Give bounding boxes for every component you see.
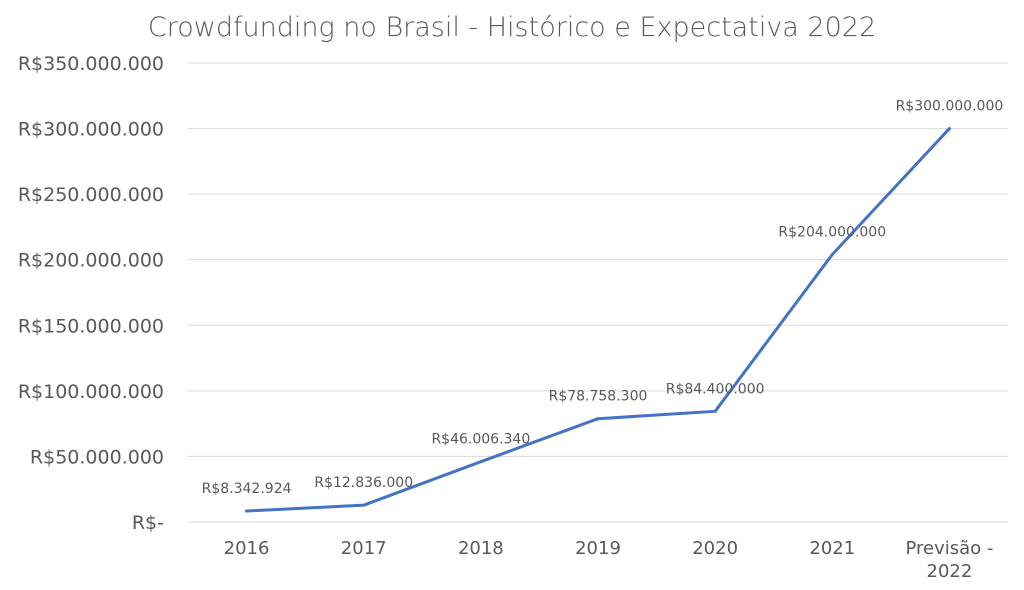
x-axis-ticks: 2016 2017 2018 2019 2020 2021 Previsão -2022 — [224, 538, 994, 582]
x-tick-label: 2018 — [458, 538, 504, 559]
data-point — [479, 460, 483, 464]
series-line — [245, 127, 951, 513]
data-label: R$78.758.300 — [549, 389, 648, 405]
x-tick-label: 2021 — [809, 538, 855, 559]
y-tick-label: R$100.000.000 — [18, 381, 164, 403]
data-labels: R$8.342.924 R$12.836.000 R$46.006.340 R$78.… — [202, 99, 1004, 497]
data-label: R$300.000.000 — [896, 99, 1004, 115]
data-point — [245, 509, 249, 513]
data-point — [713, 409, 717, 413]
data-label: R$12.836.000 — [314, 475, 413, 491]
x-tick-label: Previsão -2022 — [905, 538, 993, 582]
y-tick-label: R$200.000.000 — [18, 250, 164, 272]
y-axis-ticks: R$- R$50.000.000 R$100.000.000 R$150.000.00… — [18, 53, 164, 534]
chart-title: Crowdfunding no Brasil - Histórico e Exp… — [148, 12, 876, 43]
x-tick-label: 2017 — [341, 538, 387, 559]
x-tick-label: 2020 — [692, 538, 738, 559]
gridlines — [188, 62, 1008, 523]
y-tick-label: R$350.000.000 — [18, 53, 164, 75]
data-label: R$46.006.340 — [431, 432, 530, 448]
data-label: R$204.000.000 — [778, 224, 886, 240]
data-point — [596, 417, 600, 421]
data-point — [947, 127, 951, 131]
y-tick-label: R$50.000.000 — [30, 446, 164, 468]
data-point — [362, 503, 366, 507]
series-lines — [245, 127, 951, 513]
y-tick-label: R$250.000.000 — [18, 184, 164, 206]
y-tick-label: R$300.000.000 — [18, 119, 164, 141]
x-tick-label: 2019 — [575, 538, 621, 559]
y-tick-label: R$150.000.000 — [18, 315, 164, 337]
data-label: R$8.342.924 — [202, 481, 292, 497]
y-tick-label: R$- — [132, 512, 164, 534]
data-label: R$84.400.000 — [666, 381, 765, 397]
data-point — [830, 252, 834, 256]
x-tick-label: 2016 — [224, 538, 270, 559]
